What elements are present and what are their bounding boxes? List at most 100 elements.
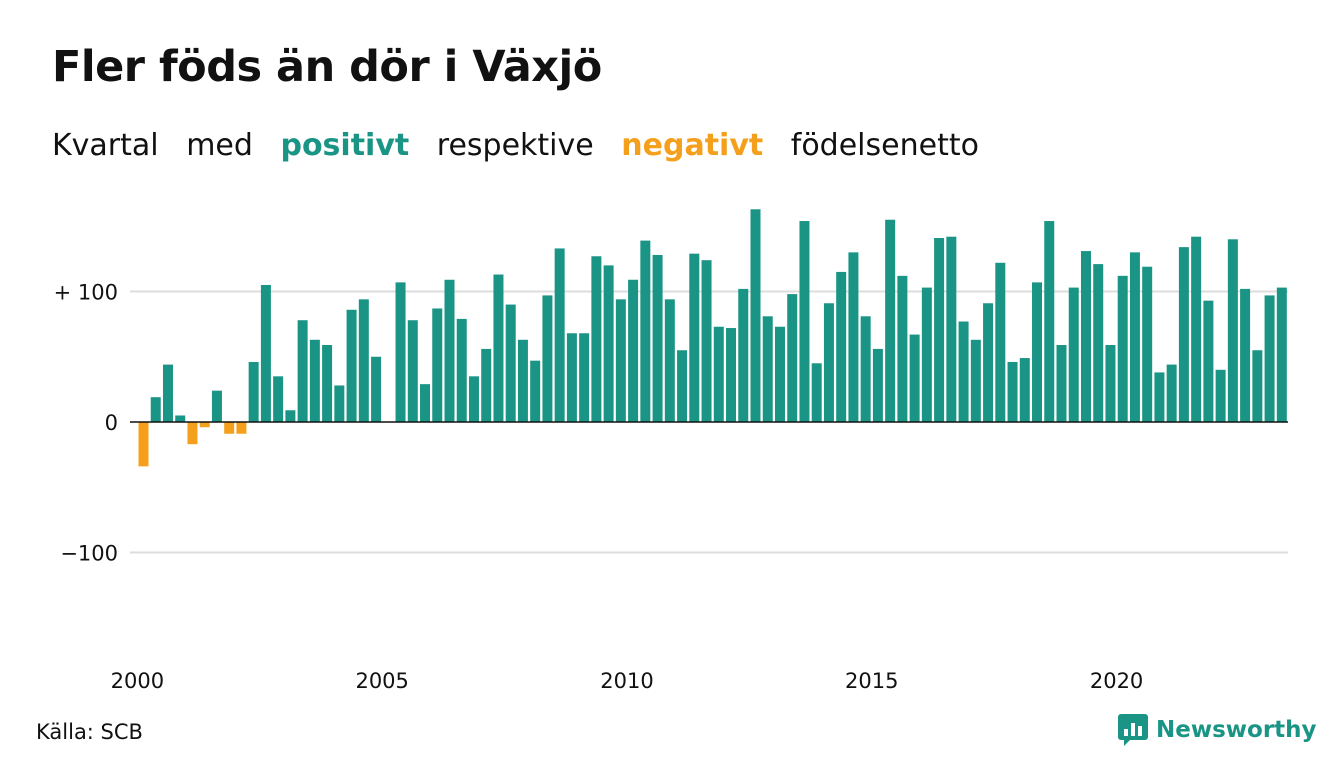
- bar-2001-q3: [211, 390, 222, 422]
- bar-2005-q3: [407, 320, 418, 422]
- bar-2020-q1: [1117, 275, 1128, 422]
- bar-2019-q1: [1068, 287, 1079, 422]
- bar-2015-q4: [909, 334, 920, 422]
- x-tick-label: 2015: [845, 669, 898, 693]
- subtitle-word-med: med: [186, 128, 253, 163]
- bar-2013-q3: [799, 221, 810, 422]
- bar-2012-q4: [762, 316, 773, 422]
- bar-2000-q2: [150, 397, 161, 422]
- bar-2001-q2: [199, 422, 210, 428]
- bar-2014-q1: [823, 303, 834, 422]
- bar-2015-q3: [897, 275, 908, 422]
- labels-layer: + 100 0 −100 2000 2005 2010 2015 2020: [54, 281, 1144, 694]
- bar-2018-q3: [1044, 221, 1055, 422]
- bar-2002-q3: [260, 284, 271, 422]
- bars-layer: [138, 209, 1287, 467]
- bar-2008-q1: [530, 360, 541, 422]
- bar-2010-q1: [628, 279, 639, 422]
- bar-2014-q4: [860, 316, 871, 422]
- bar-2003-q3: [309, 339, 320, 422]
- bar-2022-q3: [1240, 288, 1251, 422]
- bar-2011-q4: [713, 326, 724, 422]
- bar-2013-q1: [774, 326, 785, 422]
- bar-2007-q4: [517, 339, 528, 422]
- bar-2016-q2: [934, 238, 945, 422]
- bar-2015-q1: [872, 348, 883, 422]
- bar-2016-q3: [946, 236, 957, 422]
- bar-2017-q4: [1007, 361, 1018, 422]
- bar-2008-q4: [566, 333, 577, 422]
- bar-2011-q1: [677, 350, 688, 422]
- brand-name: Newsworthy: [1156, 717, 1317, 743]
- bar-2001-q4: [224, 422, 235, 434]
- subtitle-word-kvartal: Kvartal: [52, 128, 159, 163]
- bar-2007-q2: [493, 274, 504, 422]
- bar-2014-q2: [836, 271, 847, 422]
- bar-2020-q2: [1129, 252, 1140, 422]
- bar-2019-q4: [1105, 345, 1116, 422]
- bar-2020-q4: [1154, 372, 1165, 422]
- bar-2023-q2: [1276, 287, 1287, 422]
- x-tick-label: 2005: [355, 669, 408, 693]
- bar-2000-q4: [175, 415, 186, 422]
- bar-2009-q2: [591, 256, 602, 422]
- bar-2005-q4: [420, 384, 431, 422]
- chart-subtitle: Kvartal med positivt respektive negativt…: [52, 128, 997, 163]
- bar-2014-q3: [848, 252, 859, 422]
- bar-2004-q2: [346, 309, 357, 422]
- bar-2015-q2: [885, 219, 896, 422]
- bar-2018-q4: [1056, 345, 1067, 422]
- bar-2012-q1: [726, 328, 737, 422]
- bar-2007-q1: [481, 348, 492, 422]
- bar-2020-q3: [1142, 266, 1153, 422]
- bar-2009-q3: [603, 265, 614, 422]
- bar-2017-q2: [983, 303, 994, 422]
- bar-2012-q2: [738, 288, 749, 422]
- bar-2004-q4: [371, 356, 382, 422]
- bar-2003-q4: [322, 345, 333, 422]
- bar-2004-q1: [334, 385, 345, 422]
- bar-2006-q4: [468, 376, 479, 422]
- newsworthy-icon: [1118, 714, 1148, 746]
- bar-2005-q2: [395, 282, 406, 422]
- newsworthy-logo: Newsworthy: [1118, 714, 1317, 746]
- bar-2021-q1: [1166, 364, 1177, 422]
- bar-2003-q1: [285, 410, 296, 422]
- bar-2022-q2: [1227, 239, 1238, 422]
- bar-2006-q1: [432, 308, 443, 422]
- bar-2012-q3: [750, 209, 761, 422]
- bar-2009-q1: [579, 333, 590, 422]
- bar-2006-q3: [456, 318, 467, 422]
- bar-2010-q3: [652, 254, 663, 422]
- subtitle-word-fodelsenetto: födelsenetto: [790, 128, 979, 163]
- x-tick-label: 2010: [600, 669, 653, 693]
- bar-2011-q2: [689, 253, 700, 422]
- bar-2016-q1: [921, 287, 932, 422]
- bar-2018-q2: [1032, 282, 1043, 422]
- bar-2018-q1: [1019, 358, 1030, 422]
- bar-2013-q2: [787, 294, 798, 422]
- subtitle-word-respektive: respektive: [436, 128, 594, 163]
- y-tick-label: + 100: [54, 281, 118, 305]
- bar-2022-q1: [1215, 369, 1226, 422]
- x-tick-label: 2000: [111, 669, 164, 693]
- chart-title: Fler föds än dör i Växjö: [52, 42, 602, 92]
- bar-2003-q2: [297, 320, 308, 422]
- bar-2017-q1: [970, 339, 981, 422]
- x-tick-label: 2020: [1090, 669, 1143, 693]
- bar-2019-q2: [1080, 251, 1091, 422]
- bar-2004-q3: [358, 299, 369, 422]
- bar-2001-q1: [187, 422, 198, 445]
- bar-2008-q2: [542, 295, 553, 422]
- bar-2009-q4: [615, 299, 626, 422]
- bar-2008-q3: [554, 248, 565, 422]
- source-note: Källa: SCB: [36, 720, 143, 744]
- bar-2017-q3: [995, 262, 1006, 422]
- bar-2011-q3: [701, 260, 712, 422]
- y-tick-label: 0: [105, 411, 118, 435]
- bar-2021-q3: [1191, 236, 1202, 422]
- bar-chart: + 100 0 −100 2000 2005 2010 2015 2020: [54, 209, 1288, 694]
- bar-2000-q1: [138, 422, 149, 467]
- bar-2021-q2: [1178, 247, 1189, 422]
- bar-2000-q3: [162, 364, 173, 422]
